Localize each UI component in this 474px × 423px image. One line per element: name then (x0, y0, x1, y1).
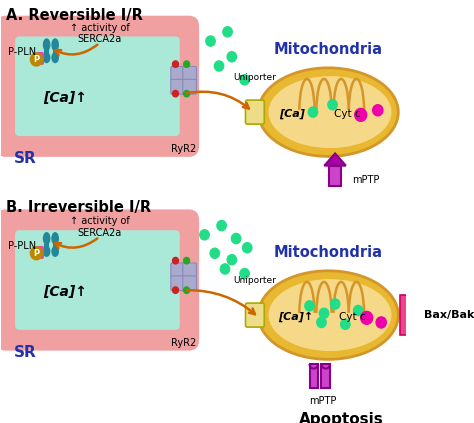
Ellipse shape (269, 76, 392, 148)
Text: RyR2: RyR2 (172, 338, 197, 348)
Text: Mitochondria: Mitochondria (274, 245, 383, 260)
Ellipse shape (258, 68, 398, 157)
FancyBboxPatch shape (171, 276, 184, 291)
Ellipse shape (43, 246, 50, 257)
FancyBboxPatch shape (171, 80, 184, 94)
FancyBboxPatch shape (0, 211, 198, 349)
Circle shape (330, 299, 340, 309)
Text: SR: SR (14, 151, 37, 166)
Text: P: P (33, 55, 39, 64)
Polygon shape (324, 154, 346, 166)
Circle shape (173, 61, 179, 67)
Text: P: P (33, 249, 39, 258)
Bar (410, 295, 419, 335)
FancyBboxPatch shape (183, 66, 196, 81)
Circle shape (227, 52, 237, 62)
Text: ↑ activity of
SERCA2a: ↑ activity of SERCA2a (70, 216, 129, 238)
Circle shape (308, 107, 318, 117)
Text: B. Irreversible I/R: B. Irreversible I/R (6, 200, 151, 215)
Circle shape (173, 287, 179, 294)
Circle shape (376, 317, 386, 328)
Circle shape (200, 230, 209, 240)
Text: [Ca]: [Ca] (280, 109, 305, 119)
Bar (53, 50, 58, 56)
Text: [Ca]↑: [Ca]↑ (44, 91, 87, 105)
Bar (44, 50, 49, 56)
Circle shape (220, 264, 230, 274)
FancyBboxPatch shape (246, 303, 264, 327)
Circle shape (173, 91, 179, 97)
Text: mPTP: mPTP (310, 396, 337, 406)
Ellipse shape (43, 52, 50, 63)
Ellipse shape (43, 232, 50, 245)
Text: Apoptosis: Apoptosis (299, 412, 383, 423)
FancyBboxPatch shape (183, 276, 196, 291)
Text: Uniporter: Uniporter (234, 73, 276, 82)
Text: [Ca]↑: [Ca]↑ (44, 285, 87, 299)
FancyBboxPatch shape (183, 263, 196, 278)
Text: Cyt c: Cyt c (334, 109, 360, 119)
FancyBboxPatch shape (15, 36, 180, 136)
Circle shape (183, 258, 190, 264)
Text: mPTP: mPTP (352, 176, 380, 185)
Ellipse shape (269, 279, 392, 351)
Ellipse shape (51, 52, 59, 63)
Text: Bax/Bak: Bax/Bak (424, 310, 474, 320)
Circle shape (305, 301, 314, 311)
Circle shape (214, 61, 224, 71)
Ellipse shape (51, 38, 59, 51)
Text: ↑ activity of
SERCA2a: ↑ activity of SERCA2a (70, 22, 129, 44)
Circle shape (319, 308, 328, 319)
Text: RyR2: RyR2 (172, 144, 197, 154)
FancyBboxPatch shape (15, 230, 180, 330)
Circle shape (206, 36, 215, 46)
Circle shape (240, 269, 249, 279)
Text: P-PLN: P-PLN (8, 241, 36, 251)
Circle shape (317, 317, 326, 327)
FancyBboxPatch shape (0, 17, 198, 156)
Ellipse shape (51, 232, 59, 245)
Circle shape (183, 61, 190, 67)
Circle shape (355, 108, 367, 121)
Circle shape (217, 220, 226, 231)
Circle shape (354, 305, 363, 316)
FancyBboxPatch shape (246, 100, 264, 124)
Bar (53, 244, 58, 250)
Bar (400, 295, 409, 335)
Circle shape (223, 27, 232, 37)
Text: Uniporter: Uniporter (234, 276, 276, 286)
Circle shape (30, 53, 42, 66)
Text: Mitochondria: Mitochondria (274, 42, 383, 57)
FancyBboxPatch shape (171, 263, 184, 278)
Text: SR: SR (14, 345, 37, 360)
Circle shape (231, 233, 241, 244)
Circle shape (227, 255, 237, 265)
Bar (44, 244, 49, 250)
Circle shape (373, 105, 383, 116)
Text: P-PLN: P-PLN (8, 47, 36, 57)
Circle shape (361, 311, 373, 324)
Circle shape (341, 319, 350, 330)
Bar (310, 364, 318, 388)
FancyBboxPatch shape (171, 66, 184, 81)
FancyBboxPatch shape (183, 80, 196, 94)
Circle shape (183, 91, 190, 97)
Text: Cyt c: Cyt c (339, 312, 365, 322)
Circle shape (328, 100, 337, 110)
Circle shape (210, 248, 219, 258)
Circle shape (243, 243, 252, 253)
Bar (329, 166, 341, 186)
Circle shape (30, 247, 42, 260)
Ellipse shape (43, 38, 50, 51)
Ellipse shape (258, 271, 398, 360)
Text: A. Reversible I/R: A. Reversible I/R (6, 8, 143, 23)
Circle shape (240, 75, 249, 85)
Text: [Ca]↑: [Ca]↑ (278, 312, 313, 322)
Bar (321, 364, 330, 388)
Circle shape (173, 258, 179, 264)
Ellipse shape (51, 246, 59, 257)
Circle shape (183, 287, 190, 294)
